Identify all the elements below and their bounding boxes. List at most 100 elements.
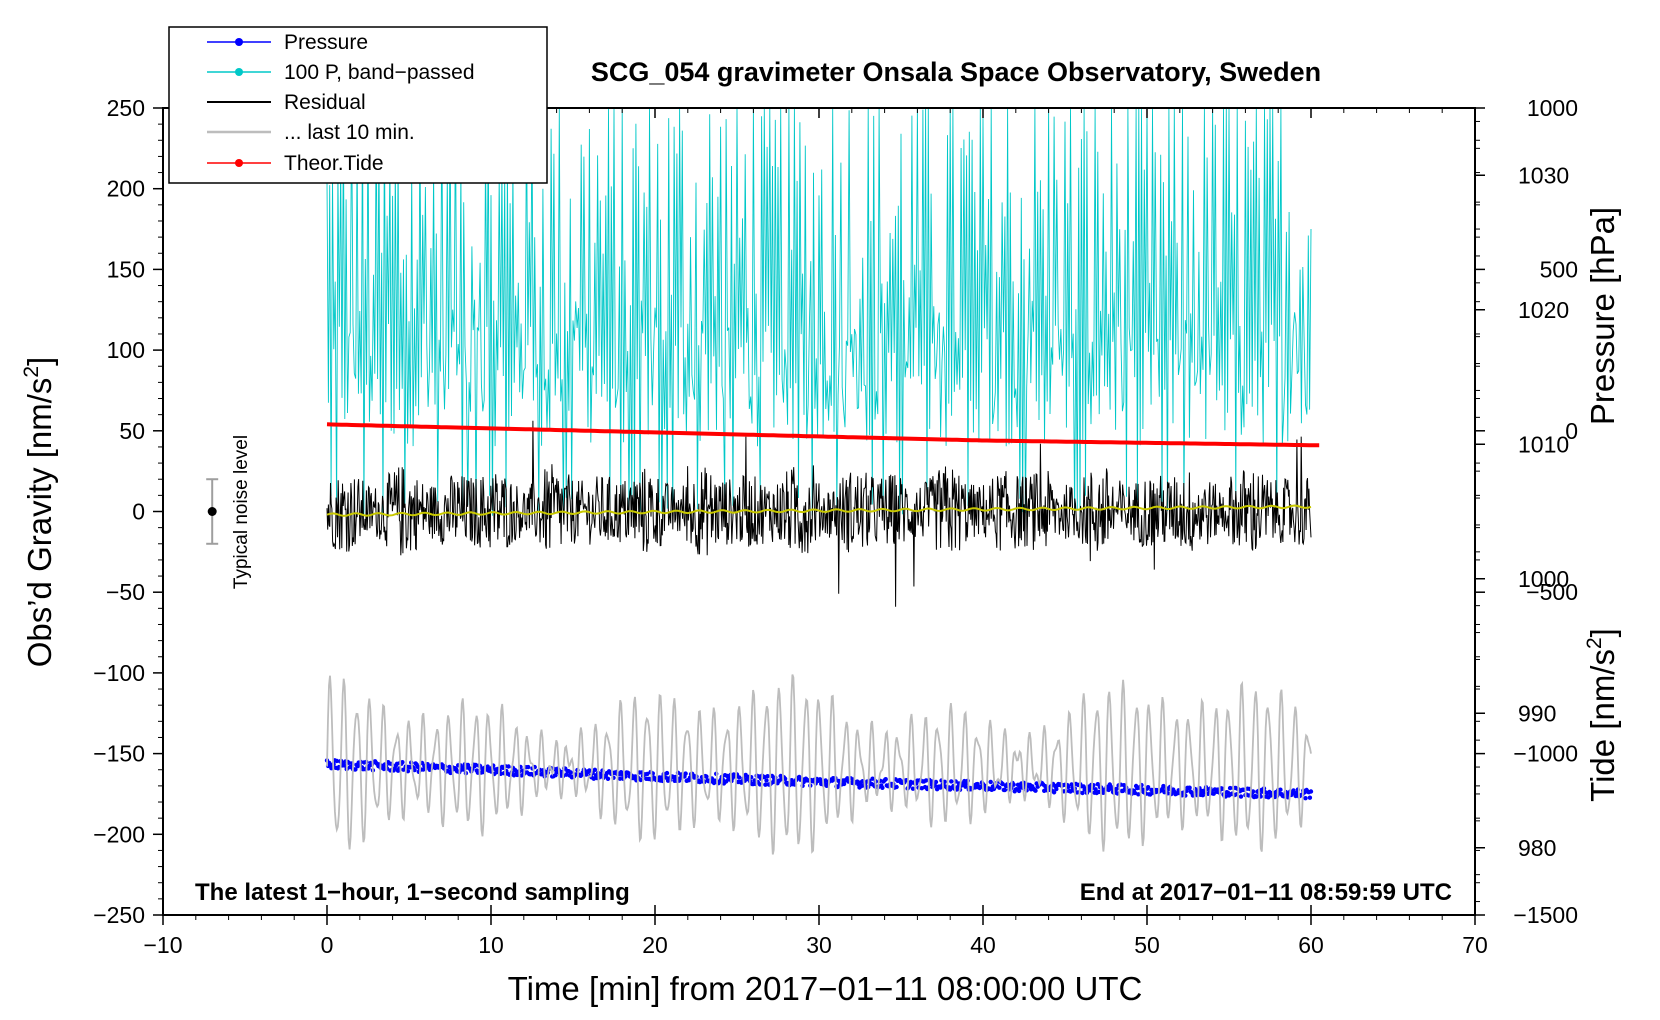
theor-tide-line: [326, 422, 1320, 448]
pressure-point: [1227, 785, 1233, 791]
pressure-tick-label-3: 1000: [1518, 566, 1569, 592]
y-tick-label-6: −50: [106, 579, 145, 605]
x-tick-label-7: 60: [1298, 932, 1324, 958]
pressure-point: [704, 774, 709, 779]
x-tick-label-0: −10: [143, 932, 182, 958]
x-tick-label-4: 30: [806, 932, 832, 958]
x-tick-label-6: 50: [1134, 932, 1160, 958]
tide-tick-label-5: −1500: [1513, 902, 1578, 928]
y-tick-label-1: 200: [107, 176, 145, 202]
pressure-point: [617, 776, 623, 781]
legend-marker-band-passed: [235, 68, 243, 76]
pressure-point: [836, 778, 841, 784]
pressure-tick-label-5: 980: [1518, 835, 1556, 861]
pressure-point: [568, 770, 573, 775]
y-axis-left-title-end: ]: [21, 357, 58, 366]
pressure-point: [1308, 789, 1314, 794]
y-axis-left-title-sup: 2: [20, 366, 43, 378]
pressure-point: [763, 782, 768, 787]
series-mean-residual: [326, 504, 1312, 517]
pressure-point: [394, 761, 400, 766]
last-10-min-line: [326, 674, 1312, 855]
pressure-point: [764, 778, 769, 783]
pressure-point: [765, 774, 770, 779]
y-tick-label-8: −150: [93, 741, 145, 767]
pressure-point: [506, 764, 511, 769]
pressure-point: [334, 758, 339, 764]
pressure-point: [1114, 786, 1119, 792]
pressure-point: [1238, 794, 1244, 799]
pressure-point: [949, 779, 954, 784]
pressure-point: [1278, 787, 1283, 792]
pressure-point: [564, 772, 569, 777]
pressure-point: [1136, 792, 1141, 797]
y-axis-left-title-main: Obs’d Gravity [nm/s: [21, 378, 58, 668]
x-tick-label-8: 70: [1462, 932, 1488, 958]
y-axis-tide-title-end: ]: [1584, 628, 1621, 637]
pressure-point: [342, 763, 347, 768]
pressure-point: [1250, 789, 1256, 794]
pressure-point: [400, 760, 405, 765]
x-tick-label-5: 40: [970, 932, 996, 958]
note-end-time: End at 2017−01−11 08:59:59 UTC: [1080, 879, 1452, 906]
y-tick-label-2: 150: [107, 256, 145, 282]
pressure-point: [587, 768, 592, 773]
pressure-point: [883, 777, 888, 782]
pressure-point: [880, 785, 885, 790]
pressure-point: [405, 769, 411, 774]
pressure-point: [1132, 790, 1138, 796]
y-tick-label-0: 250: [107, 95, 145, 121]
tide-tick-label-1: 500: [1540, 256, 1578, 282]
pressure-point: [894, 784, 899, 790]
pressure-point: [1080, 790, 1085, 796]
note-sampling: The latest 1−hour, 1−second sampling: [195, 879, 630, 906]
y-axis-tide-title-main: Tide [nm/s: [1584, 649, 1621, 802]
pressure-point: [933, 779, 939, 785]
pressure-point: [473, 762, 478, 768]
pressure-point: [412, 767, 417, 773]
legend-label-residual: Residual: [284, 91, 366, 114]
pressure-point: [1093, 787, 1098, 792]
y-tick-label-9: −200: [93, 821, 145, 847]
legend-marker-theor-tide: [235, 159, 243, 167]
residual-line: [326, 420, 1312, 607]
y-tick-label-4: 50: [119, 418, 145, 444]
tide-tick-label-2: 0: [1565, 418, 1578, 444]
tide-tick-label-0: 1000: [1527, 95, 1578, 121]
y-axis-tide: 1000 500 0 −500 −1000 −1500: [1475, 95, 1578, 928]
pressure-tick-label-2: 1010: [1518, 431, 1569, 457]
pressure-tick-label-4: 990: [1518, 700, 1556, 726]
pressure-point: [910, 786, 916, 791]
mean-residual-line: [326, 504, 1312, 517]
pressure-point: [1000, 781, 1005, 787]
legend-label-pressure: Pressure: [284, 31, 368, 54]
pressure-point: [1307, 795, 1313, 800]
pressure-point: [1106, 787, 1111, 793]
series-last-10-min: [326, 674, 1312, 855]
noise-level-label: Typical noise level: [231, 435, 252, 589]
pressure-point: [1069, 782, 1074, 787]
pressure-point: [1054, 786, 1059, 792]
pressure-point: [638, 777, 643, 783]
pressure-point: [1016, 788, 1022, 794]
pressure-point: [770, 779, 776, 785]
y-axis-pressure-title: Pressure [hPa]: [1584, 207, 1621, 425]
pressure-point: [1211, 791, 1216, 796]
pressure-point: [1066, 784, 1071, 790]
pressure-point: [592, 767, 598, 772]
tide-tick-label-4: −1000: [1513, 741, 1578, 767]
y-tick-label-3: 100: [107, 337, 145, 363]
pressure-tick-label-1: 1020: [1518, 297, 1569, 323]
pressure-point: [1002, 787, 1008, 793]
pressure-point: [963, 784, 968, 789]
pressure-point: [683, 771, 688, 776]
x-axis-title: Time [min] from 2017−01−11 08:00:00 UTC: [508, 970, 1143, 1007]
x-axis: −10 0 10 20 30 40 50 60 70: [143, 108, 1488, 958]
pressure-point: [663, 775, 669, 780]
legend-box: [168, 26, 548, 184]
noise-level-point: [207, 507, 217, 516]
pressure-point: [1051, 790, 1057, 795]
legend-label-theor-tide: Theor.Tide: [284, 152, 384, 175]
pressure-point: [997, 785, 1002, 790]
